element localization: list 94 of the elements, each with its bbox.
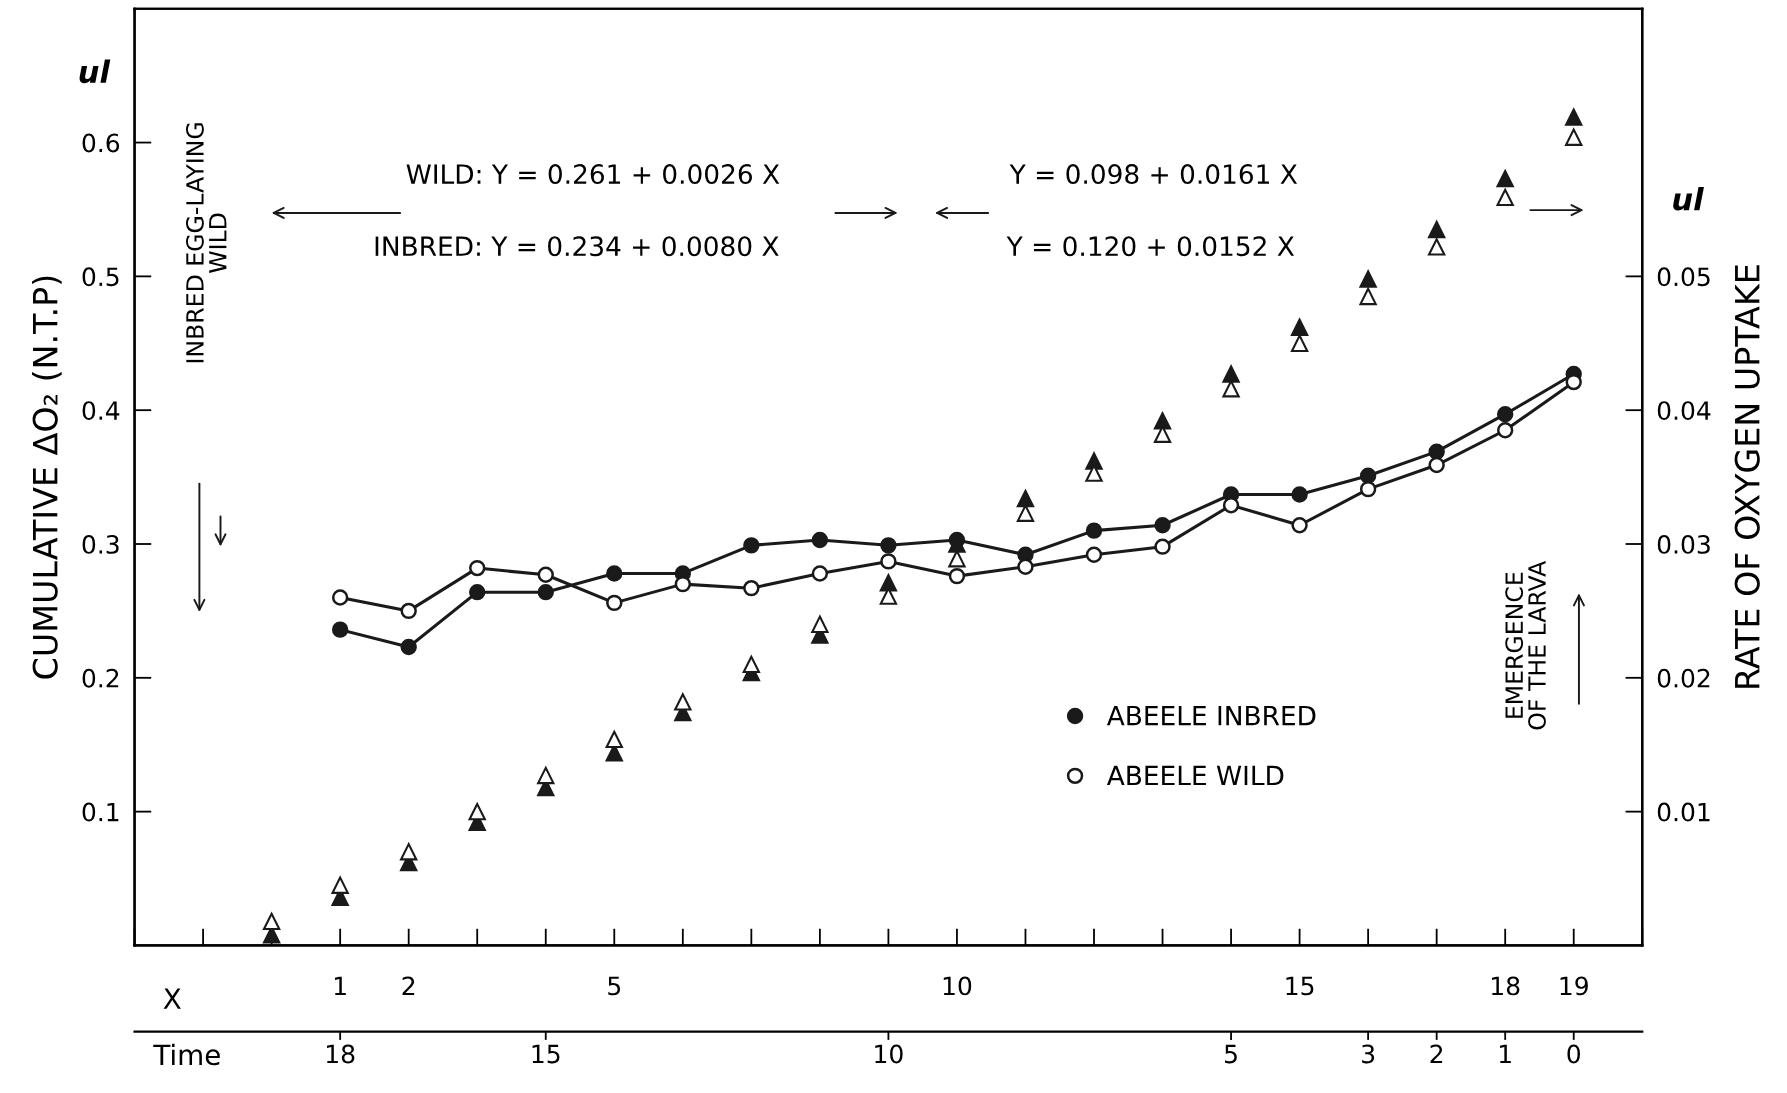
- annotation: INBRED EGG-LAYING WILD: [186, 123, 227, 363]
- x2-axis-title: Time: [153, 1043, 220, 1066]
- point: [1428, 443, 1445, 460]
- point: [1290, 318, 1309, 336]
- point: [1222, 365, 1240, 383]
- point: [743, 579, 760, 597]
- point: [1497, 406, 1514, 423]
- y-tick-label: 0.4: [82, 401, 120, 421]
- point: [1085, 546, 1103, 563]
- point: [1428, 456, 1445, 474]
- point: [1359, 287, 1377, 306]
- y2-axis-title: RATE OF OXYGEN UPTAKE: [1734, 265, 1760, 688]
- text: ul: [79, 59, 111, 84]
- point: [811, 615, 829, 633]
- y2-tick-label: 0.04: [1657, 401, 1711, 421]
- point: [742, 655, 761, 674]
- point: [606, 565, 623, 582]
- annotation: INBRED: Y = 0.234 + 0.0080 X: [375, 236, 779, 257]
- point: [948, 550, 966, 568]
- y-tick-label: 0.5: [82, 267, 119, 287]
- point: [331, 876, 349, 894]
- point: [1222, 497, 1240, 514]
- y-tick-label: 0.2: [82, 668, 119, 688]
- point: [400, 602, 417, 620]
- x-axis-title: X: [163, 988, 181, 1009]
- point: [1154, 538, 1171, 555]
- legend-label: ABEELE WILD: [1106, 765, 1284, 786]
- point: [468, 802, 486, 821]
- point: [1291, 486, 1308, 503]
- x-tick-label: 1: [334, 976, 346, 995]
- y-tick-label: 0.6: [82, 133, 120, 153]
- point: [1016, 489, 1035, 508]
- point: [1085, 522, 1103, 539]
- point: [400, 843, 418, 861]
- annotation: Y = 0.098 + 0.0161 X: [1009, 164, 1298, 185]
- text: ul: [1673, 186, 1704, 211]
- point: [674, 693, 692, 711]
- point: [1427, 238, 1446, 256]
- y2-tick-label: 0.05: [1657, 267, 1710, 287]
- y-tick-label: 0.3: [82, 534, 119, 554]
- point: [811, 531, 829, 549]
- y2-tick-label: 0.01: [1657, 802, 1710, 822]
- point: [605, 730, 623, 749]
- x2-tick-label: 10: [875, 1044, 903, 1064]
- x-tick-label: 10: [943, 976, 972, 996]
- point: [880, 553, 897, 570]
- point: [469, 583, 486, 601]
- point: [880, 537, 897, 554]
- point: [1359, 270, 1377, 288]
- x-tick-label: 19: [1560, 976, 1588, 996]
- point: [1154, 517, 1171, 534]
- x2-tick-label: 3: [1362, 1044, 1375, 1064]
- point: [743, 537, 760, 554]
- point: [1359, 480, 1377, 498]
- point: [606, 594, 623, 612]
- point: [1359, 467, 1377, 484]
- point: [537, 566, 554, 583]
- x-tick-label: 2: [402, 976, 415, 995]
- point: [1497, 422, 1514, 439]
- point: [948, 567, 966, 585]
- x2-tick-label: 18: [327, 1044, 355, 1064]
- x2-tick-label: 1: [1499, 1044, 1511, 1064]
- x2-tick-label: 15: [532, 1044, 560, 1064]
- point: [537, 583, 554, 601]
- y2-tick-label: 0.02: [1657, 668, 1710, 688]
- point: [811, 565, 829, 582]
- point: [537, 766, 555, 785]
- legend-label: ABEELE INBRED: [1106, 705, 1316, 726]
- point: [1222, 380, 1240, 398]
- x2-tick-label: 2: [1430, 1044, 1443, 1064]
- annotation: EMERGENCE OF THE LARVA: [1505, 560, 1546, 730]
- point: [400, 638, 417, 656]
- point: [1496, 188, 1514, 207]
- y-axis-title: CUMULATIVE ΔO₂ (N.T.P): [32, 276, 62, 679]
- point: [262, 912, 281, 931]
- x2-tick-label: 5: [1225, 1044, 1237, 1064]
- x-tick-label: 18: [1492, 976, 1520, 996]
- y2-tick-label: 0.03: [1657, 534, 1710, 554]
- point: [469, 559, 486, 577]
- annotation: WILD: Y = 0.261 + 0.0026 X: [406, 164, 780, 185]
- point: [1427, 220, 1446, 239]
- point: [1290, 334, 1309, 352]
- annotation: Y = 0.120 + 0.0152 X: [1006, 236, 1295, 257]
- x-tick-label: 15: [1286, 976, 1314, 996]
- x2-tick-label: 0: [1567, 1044, 1581, 1064]
- x-tick-label: 5: [608, 976, 621, 996]
- point: [1565, 128, 1583, 146]
- point: [1017, 558, 1034, 575]
- point: [1565, 108, 1583, 126]
- y-tick-label: 0.1: [82, 802, 119, 822]
- point: [331, 589, 349, 606]
- point: [1291, 517, 1308, 534]
- point: [331, 621, 349, 638]
- point: [1496, 170, 1514, 188]
